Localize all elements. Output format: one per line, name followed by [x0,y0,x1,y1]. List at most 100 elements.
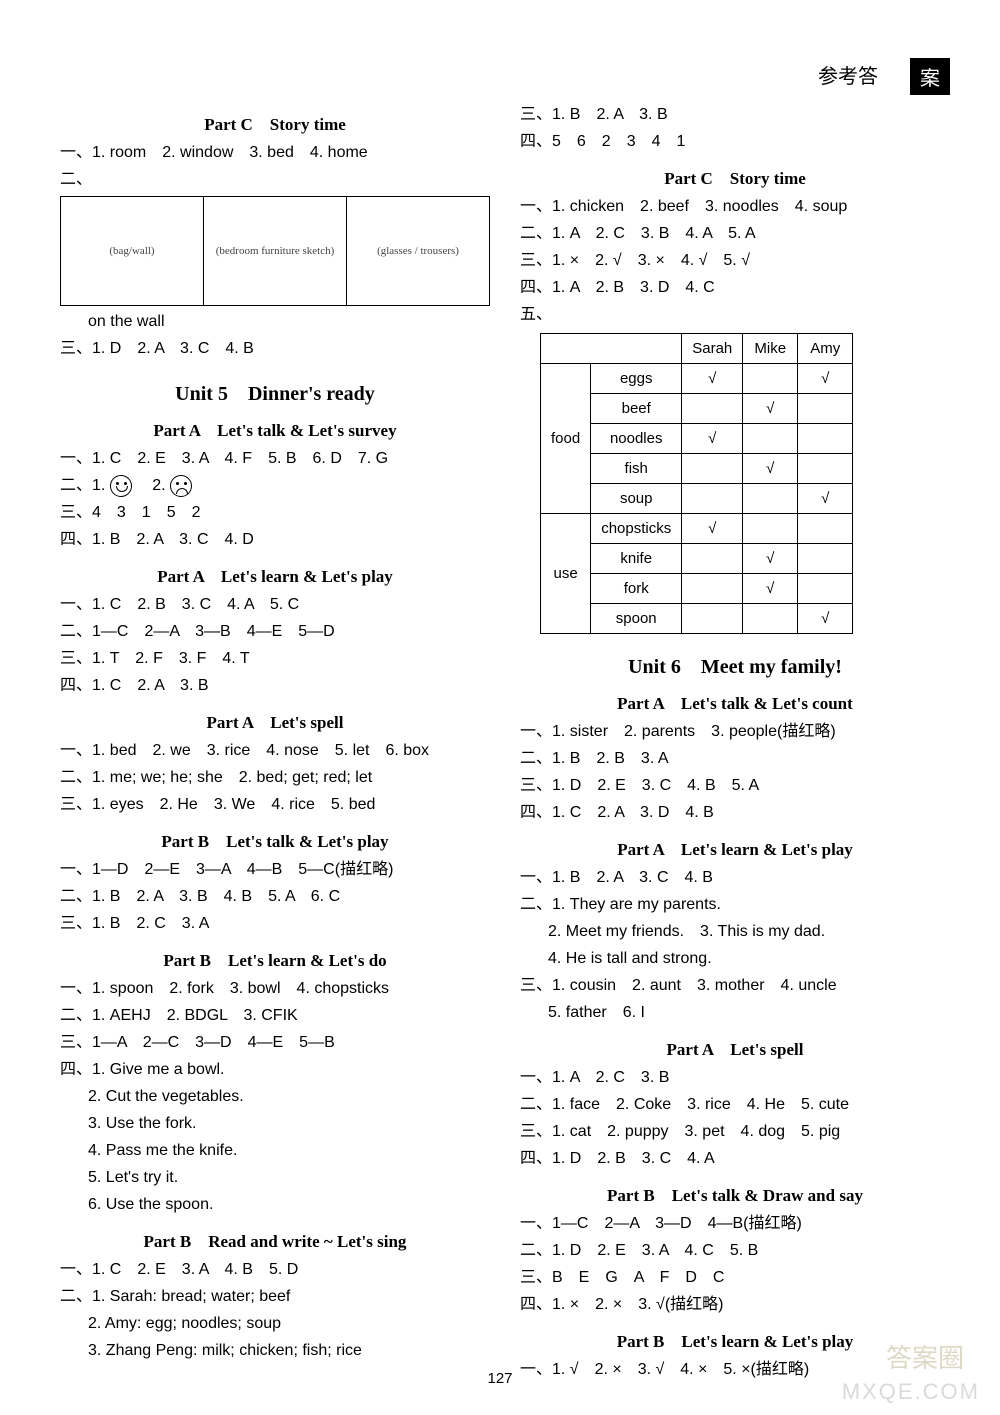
table-item-name: chopsticks [591,514,682,544]
answer-line: 6. Use the spoon. [60,1193,490,1217]
answer-line: 一、1. sister 2. parents 3. people(描红略) [520,720,950,744]
answer-table: SarahMikeAmyfoodeggs√√beef√noodles√fish√… [540,333,853,634]
table-cell [798,574,853,604]
table-cell: √ [798,364,853,394]
answer-line: 4. He is tall and strong. [520,947,950,971]
answer-line: 三、1. B 2. A 3. B [520,103,950,127]
heading-pa1: Part A Let's talk & Let's survey [60,416,490,441]
heading-ra2: Part A Let's learn & Let's play [520,835,950,860]
answer-line: 四、1. D 2. B 3. C 4. A [520,1147,950,1171]
answer-line: 一、1. C 2. B 3. C 4. A 5. C [60,593,490,617]
table-cell [743,604,798,634]
sad-icon [170,475,192,497]
answer-line: 三、4 3 1 5 2 [60,501,490,525]
heading-part-c-story: Part C Story time [60,110,490,135]
answer-line: 二、 [60,168,490,192]
table-cell [798,544,853,574]
answer-line: 二、1. They are my parents. [520,893,950,917]
heading-unit5: Unit 5 Dinner's ready [60,377,490,406]
table-cell [743,424,798,454]
columns: Part C Story time 一、1. room 2. window 3.… [60,100,950,1385]
answer-line: 一、1. chicken 2. beef 3. noodles 4. soup [520,195,950,219]
answer-line: 四、5 6 2 3 4 1 [520,130,950,154]
answer-line: 4. Pass me the knife. [60,1139,490,1163]
heading-unit6: Unit 6 Meet my family! [520,650,950,679]
illustration-cell: (glasses / trousers) [347,197,489,305]
answer-line: 一、1. A 2. C 3. B [520,1066,950,1090]
table-cell [798,514,853,544]
heading-pa3: Part A Let's spell [60,708,490,733]
answer-line: 二、1. B 2. A 3. B 4. B 5. A 6. C [60,885,490,909]
answer-line: 3. Zhang Peng: milk; chicken; fish; rice [60,1339,490,1363]
answer-line: 四、1. A 2. B 3. D 4. C [520,276,950,300]
table-cell: √ [798,604,853,634]
heading-pb3: Part B Read and write ~ Let's sing [60,1227,490,1252]
illustration-cell: (bag/wall) [61,197,204,305]
label: 2. [136,477,170,494]
answer-line: 三、1. cat 2. puppy 3. pet 4. dog 5. pig [520,1120,950,1144]
answer-line: 一、1. C 2. E 3. A 4. F 5. B 6. D 7. G [60,447,490,471]
heading-rb1: Part B Let's talk & Draw and say [520,1181,950,1206]
answer-line: 二、1. Sarah: bread; water; beef [60,1285,490,1309]
answer-line: 三、1. B 2. C 3. A [60,912,490,936]
table-cell [743,484,798,514]
table-cell [798,424,853,454]
table-cell [682,454,743,484]
answer-line: 二、1. face 2. Coke 3. rice 4. He 5. cute [520,1093,950,1117]
table-item-name: spoon [591,604,682,634]
answer-line: 三、1—A 2—C 3—D 4—E 5—B [60,1031,490,1055]
header-prefix: 参考答 [818,60,878,89]
caption: on the wall [60,310,490,334]
answer-line: 四、1. × 2. × 3. √(描红略) [520,1293,950,1317]
answer-line: 四、1. C 2. A 3. B [60,674,490,698]
answer-line: 一、1—C 2—A 3—D 4—B(描红略) [520,1212,950,1236]
table-row: foodeggs√√ [541,364,853,394]
answer-line: 3. Use the fork. [60,1112,490,1136]
table-header: Amy [798,334,853,364]
table-item-name: knife [591,544,682,574]
table-cell: √ [743,394,798,424]
table-cell [798,454,853,484]
heading-pb2: Part B Let's learn & Let's do [60,946,490,971]
table-group-label: use [541,514,591,634]
answer-line: 5. Let's try it. [60,1166,490,1190]
table-cell: √ [682,424,743,454]
heading-ra3: Part A Let's spell [520,1035,950,1060]
table-cell [682,394,743,424]
table-cell: √ [743,574,798,604]
answer-line: 二、1. A 2. C 3. B 4. A 5. A [520,222,950,246]
heading-pb1: Part B Let's talk & Let's play [60,827,490,852]
answer-line: 三、B E G A F D C [520,1266,950,1290]
answer-line: 五、 [520,306,552,323]
table-cell [743,514,798,544]
answer-line: 一、1. spoon 2. fork 3. bowl 4. chopsticks [60,977,490,1001]
table-cell: √ [743,544,798,574]
table-header: Sarah [682,334,743,364]
answer-line: 一、1. B 2. A 3. C 4. B [520,866,950,890]
answer-line: 二、1. me; we; he; she 2. bed; get; red; l… [60,766,490,790]
table-cell [743,364,798,394]
table-item-name: soup [591,484,682,514]
table-cell: √ [682,514,743,544]
answer-line: 5. father 6. I [520,1001,950,1025]
page: 参考答 案 Part C Story time 一、1. room 2. win… [0,0,1000,1415]
table-item-name: fork [591,574,682,604]
answer-line: 二、1. B 2. B 3. A [520,747,950,771]
answer-line: 四、1. C 2. A 3. D 4. B [520,801,950,825]
answer-line: 四、1. B 2. A 3. C 4. D [60,528,490,552]
heading-ra1: Part A Let's talk & Let's count [520,689,950,714]
table-cell: √ [798,484,853,514]
answer-line: 二、1. AEHJ 2. BDGL 3. CFIK [60,1004,490,1028]
table-item-name: eggs [591,364,682,394]
watermark-url: MXQE.COM [842,1379,980,1405]
header-box: 案 [910,58,950,95]
table-item-name: noodles [591,424,682,454]
table-item-name: beef [591,394,682,424]
answer-line: 一、1—D 2—E 3—A 4—B 5—C(描红略) [60,858,490,882]
answer-line: 二、1. 2. [60,474,490,498]
table-cell [798,394,853,424]
table-item-name: fish [591,454,682,484]
answer-line: 一、1. bed 2. we 3. rice 4. nose 5. let 6.… [60,739,490,763]
table-group-label: food [541,364,591,514]
answer-line: 三、1. × 2. √ 3. × 4. √ 5. √ [520,249,950,273]
